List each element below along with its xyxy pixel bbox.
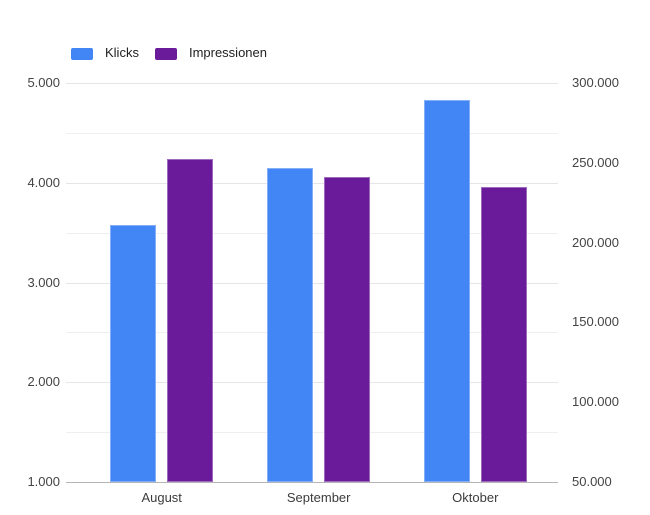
right-axis-tick-label: 300.000 — [572, 75, 619, 90]
right-axis-tick-label: 50.000 — [572, 474, 612, 489]
bar-klicks-september[interactable] — [267, 167, 314, 482]
legend-label: Klicks — [105, 45, 139, 60]
right-axis-tick-label: 200.000 — [572, 234, 619, 250]
right-axis-tick-label: 100.000 — [572, 394, 619, 410]
left-axis-tick-label: 3.000 — [27, 274, 60, 290]
left-axis-tick-label: 2.000 — [27, 374, 60, 390]
left-axis-tick-label: 1.000 — [27, 474, 60, 489]
chart-legend: Klicks Impressionen — [71, 45, 267, 60]
category-label-september: September — [286, 490, 351, 505]
legend-item-klicks[interactable]: Klicks — [71, 45, 139, 60]
major-gridline — [66, 83, 558, 84]
left-axis-tick-label: 4.000 — [27, 174, 60, 190]
bar-impressionen-oktober[interactable] — [480, 186, 527, 482]
category-label-oktober: Oktober — [452, 490, 499, 505]
bar-impressionen-august[interactable] — [167, 158, 214, 482]
axis-baseline — [66, 482, 558, 483]
legend-item-impressionen[interactable]: Impressionen — [154, 45, 267, 60]
category-label-august: August — [141, 490, 182, 505]
left-axis-tick-label: 5.000 — [27, 75, 60, 90]
legend-swatch-icon — [71, 47, 93, 60]
bar-klicks-august[interactable] — [110, 225, 157, 482]
legend-swatch-icon — [154, 47, 177, 60]
legend-label: Impressionen — [188, 45, 267, 60]
bar-impressionen-september[interactable] — [324, 176, 371, 482]
bar-klicks-oktober[interactable] — [423, 100, 470, 482]
right-axis-tick-label: 150.000 — [572, 314, 619, 330]
minor-gridline — [66, 132, 558, 134]
right-axis-tick-label: 250.000 — [572, 154, 619, 170]
